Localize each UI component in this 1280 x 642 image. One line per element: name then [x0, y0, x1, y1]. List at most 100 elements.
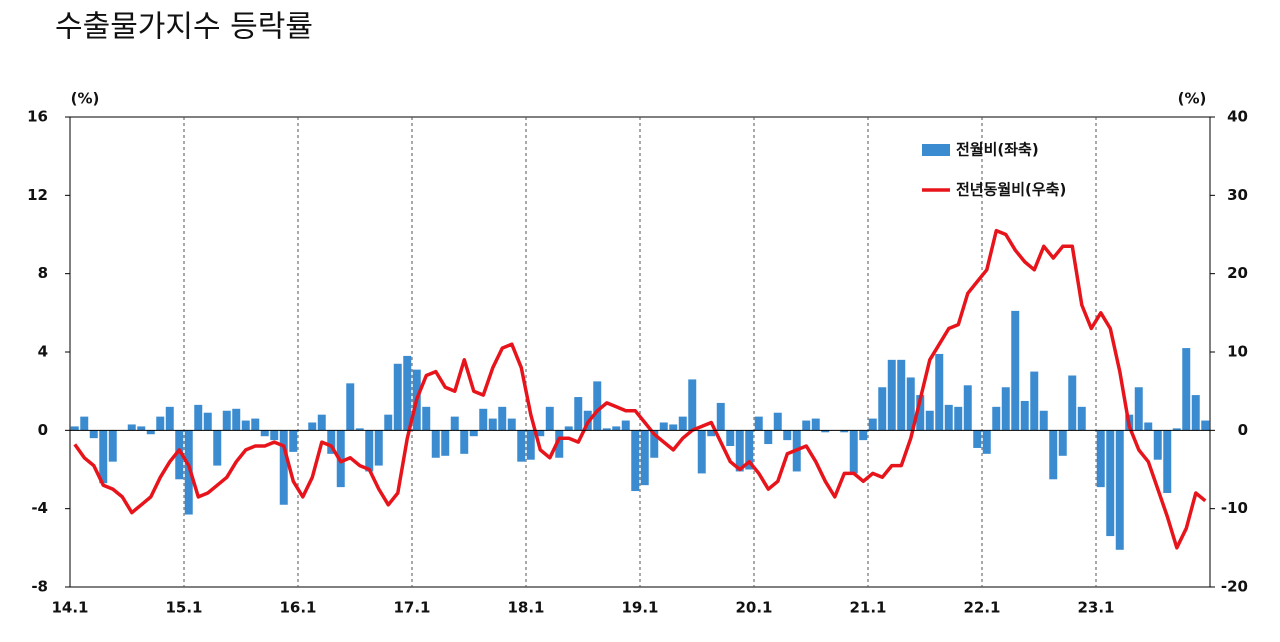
bar — [270, 430, 279, 441]
bar — [1020, 400, 1029, 431]
bar — [1049, 430, 1058, 480]
bar — [1058, 430, 1067, 456]
bar — [916, 395, 925, 431]
bar — [602, 428, 611, 431]
bar — [232, 408, 241, 431]
bar — [517, 430, 526, 462]
bar — [1030, 371, 1039, 431]
bar — [99, 430, 108, 484]
bar — [1077, 406, 1086, 431]
y2-tick-label: -10 — [1221, 499, 1248, 517]
bar — [802, 420, 811, 431]
bar — [897, 359, 906, 431]
bar — [745, 430, 754, 470]
bar — [460, 430, 469, 454]
y-tick-label: 12 — [27, 186, 48, 204]
bar — [697, 430, 706, 474]
bar — [764, 430, 773, 445]
bar — [393, 363, 402, 431]
bar — [1011, 310, 1020, 431]
x-tick-label: 21.1 — [849, 599, 886, 617]
bar — [1001, 387, 1010, 431]
bar — [735, 430, 744, 472]
bar — [1201, 420, 1210, 431]
bar — [716, 402, 725, 431]
y-tick-label: -8 — [31, 578, 48, 596]
bar — [137, 426, 146, 431]
bar — [203, 412, 212, 431]
bar — [669, 424, 678, 431]
x-tick-label: 23.1 — [1077, 599, 1114, 617]
bar — [982, 430, 991, 454]
line — [73, 228, 1207, 550]
x-tick-label: 16.1 — [279, 599, 316, 617]
bar — [574, 397, 583, 431]
bar — [384, 414, 393, 431]
bar — [545, 406, 554, 431]
bar — [859, 430, 868, 441]
bar — [251, 418, 260, 431]
bar — [868, 418, 877, 431]
bar — [450, 416, 459, 431]
bar — [564, 426, 573, 431]
bar — [374, 430, 383, 466]
bar — [488, 418, 497, 431]
bar — [289, 430, 298, 452]
bar — [621, 420, 630, 431]
y2-tick-label: 0 — [1238, 421, 1248, 439]
bar — [108, 430, 117, 462]
bar — [165, 406, 174, 431]
y2-tick-label: 30 — [1227, 186, 1248, 204]
bar — [1144, 422, 1153, 431]
bar — [1182, 348, 1191, 431]
bar — [175, 430, 184, 480]
bar — [479, 408, 488, 431]
bar — [906, 377, 915, 431]
bar — [555, 430, 564, 458]
bar — [1096, 430, 1105, 488]
x-tick-label: 19.1 — [621, 599, 658, 617]
bar — [431, 430, 440, 458]
y-tick-label: 8 — [38, 264, 48, 282]
x-tick-label: 20.1 — [735, 599, 772, 617]
bar — [878, 387, 887, 431]
y2-axis-label: (%) — [1178, 90, 1207, 108]
bar — [1106, 430, 1115, 537]
bar — [526, 430, 535, 460]
bar — [536, 430, 545, 437]
legend-swatch — [922, 144, 950, 156]
bar — [593, 381, 602, 431]
chart-title: 수출물가지수 등락률 — [55, 10, 313, 45]
bar — [260, 430, 269, 437]
y-tick-label: -4 — [31, 499, 48, 517]
y-axis-label: (%) — [71, 90, 100, 108]
bar — [327, 430, 336, 454]
bar — [241, 420, 250, 431]
bar — [80, 416, 89, 431]
bar — [650, 430, 659, 458]
bar — [355, 428, 364, 431]
bar — [469, 430, 478, 437]
bar — [811, 418, 820, 431]
bar — [1191, 395, 1200, 431]
bar — [213, 430, 222, 466]
bar — [156, 416, 165, 431]
bar — [403, 355, 412, 431]
bar — [441, 430, 450, 456]
x-tick-label: 22.1 — [963, 599, 1000, 617]
bar — [688, 379, 697, 431]
bar — [279, 430, 288, 505]
bar — [507, 418, 516, 431]
bar — [146, 430, 155, 435]
bar — [422, 406, 431, 431]
bar — [1172, 428, 1181, 431]
y2-tick-label: -20 — [1221, 578, 1248, 596]
bar — [726, 430, 735, 446]
bar — [954, 406, 963, 431]
bar — [1039, 410, 1048, 431]
bar — [184, 430, 193, 515]
bar — [498, 406, 507, 431]
bar — [1134, 387, 1143, 431]
bar — [773, 412, 782, 431]
